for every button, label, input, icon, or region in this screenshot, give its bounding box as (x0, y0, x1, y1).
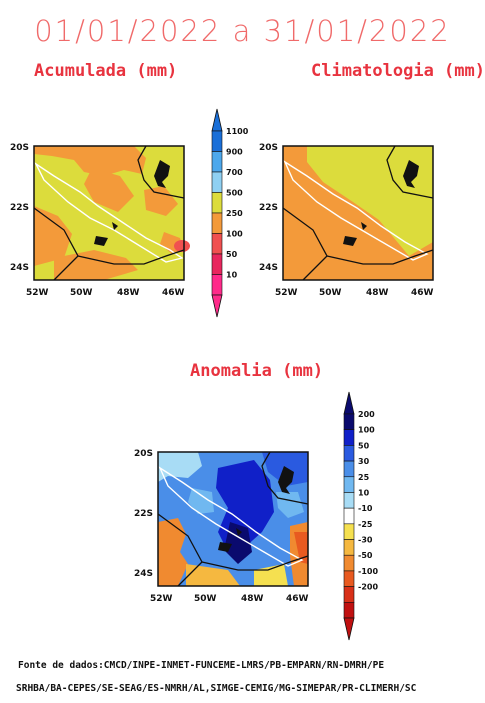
anomaly-colorbar-segment (343, 492, 355, 509)
anomaly-colorbar-label: 200 (358, 410, 375, 419)
anomaly-colorbar-segment (343, 476, 355, 493)
lon-label-48w: 48W (117, 288, 140, 298)
precip-colorbar-segment (211, 130, 223, 152)
climatology-map: 20S 22S 24S 52W 50W 48W 46W (259, 143, 434, 298)
anomaly-map: 20S 22S 24S 52W 50W 48W 46W (134, 449, 309, 604)
accumulated-title: Acumulada (mm) (34, 61, 178, 81)
lon-label-48w: 48W (241, 594, 264, 604)
precip-colorbar-segment (211, 212, 223, 234)
precip-colorbar-segment (211, 171, 223, 193)
anomaly-colorbar-segment (343, 539, 355, 556)
lat-label-24s: 24S (134, 569, 153, 579)
anomaly-colorbar-segment (343, 570, 355, 587)
precip-colorbar-segment (211, 192, 223, 214)
lon-label-52w: 52W (26, 288, 49, 298)
anomaly-colorbar: 200 100 50 30 25 10 -10 -25 -30 -50 -100 -200 (343, 391, 378, 641)
lon-label-52w: 52W (150, 594, 173, 604)
anomaly-colorbar-label: -25 (358, 520, 373, 529)
anomaly-colorbar-segment (343, 602, 355, 619)
anomaly-colorbar-label: 10 (358, 488, 370, 497)
lat-label-22s: 22S (10, 203, 29, 213)
anomaly-colorbar-segment (343, 554, 355, 572)
precip-colorbar: 1100 900 700 500 250 100 50 10 (211, 108, 249, 318)
precip-colorbar-label: 700 (226, 168, 243, 177)
anomaly-colorbar-segment (343, 586, 355, 603)
lon-label-46w: 46W (286, 594, 309, 604)
precip-colorbar-segment (211, 151, 223, 173)
anomaly-colorbar-label: -100 (358, 567, 378, 576)
lon-label-50w: 50W (70, 288, 93, 298)
precip-colorbar-label: 50 (226, 250, 238, 259)
anomaly-colorbar-bottom-arrow (343, 617, 355, 641)
data-source-line-1: Fonte de dados:CMCD/INPE-INMET-FUNCEME-L… (18, 660, 385, 671)
lat-label-22s: 22S (259, 203, 278, 213)
lon-label-50w: 50W (194, 594, 217, 604)
anomaly-colorbar-label: 50 (358, 441, 370, 450)
anomaly-colorbar-label: -200 (358, 583, 378, 592)
precip-colorbar-label: 10 (226, 271, 238, 280)
precip-colorbar-segment (211, 233, 223, 255)
lat-label-22s: 22S (134, 509, 153, 519)
lon-label-48w: 48W (366, 288, 389, 298)
anomaly-colorbar-label: -10 (358, 504, 373, 513)
lat-label-20s: 20S (134, 449, 153, 459)
lat-label-20s: 20S (10, 143, 29, 153)
precip-colorbar-segment (211, 274, 223, 296)
lat-label-24s: 24S (259, 263, 278, 273)
anomaly-colorbar-segment (343, 429, 355, 446)
date-range-title: 01/01/2022 a 31/01/2022 (34, 14, 451, 48)
anomaly-colorbar-label: -50 (358, 551, 373, 560)
precip-colorbar-label: 250 (226, 209, 243, 218)
accumulated-map: 20S 22S 24S 52W 50W 48W 46W (10, 143, 190, 298)
anomaly-colorbar-segment (343, 523, 355, 540)
lon-label-46w: 46W (411, 288, 434, 298)
precip-colorbar-label: 1100 (226, 127, 249, 136)
anomaly-colorbar-label: -30 (358, 536, 373, 545)
anomaly-colorbar-segment (343, 445, 355, 462)
precip-colorbar-label: 500 (226, 189, 243, 198)
lon-label-50w: 50W (319, 288, 342, 298)
lon-label-52w: 52W (275, 288, 298, 298)
precip-colorbar-segment (211, 253, 223, 275)
anomaly-colorbar-label: 25 (358, 473, 370, 482)
precip-colorbar-top-arrow (211, 108, 223, 132)
anomaly-title: Anomalia (mm) (190, 361, 324, 381)
lat-label-24s: 24S (10, 263, 29, 273)
lon-label-46w: 46W (162, 288, 185, 298)
data-source-line-2: SRHBA/BA-CEPES/SE-SEAG/ES-NMRH/AL,SIMGE-… (16, 683, 417, 694)
anomaly-colorbar-segment (343, 460, 355, 478)
lat-label-20s: 20S (259, 143, 278, 153)
anomaly-colorbar-segment (343, 507, 355, 525)
anomaly-colorbar-label: 30 (358, 457, 370, 466)
precip-colorbar-label: 900 (226, 148, 243, 157)
anomaly-colorbar-segment (343, 413, 355, 430)
climatology-title: Climatologia (mm) (311, 61, 485, 81)
precip-colorbar-bottom-arrow (211, 294, 223, 318)
anomaly-colorbar-label: 100 (358, 426, 375, 435)
precip-colorbar-label: 100 (226, 230, 243, 239)
anomaly-colorbar-top-arrow (343, 391, 355, 415)
